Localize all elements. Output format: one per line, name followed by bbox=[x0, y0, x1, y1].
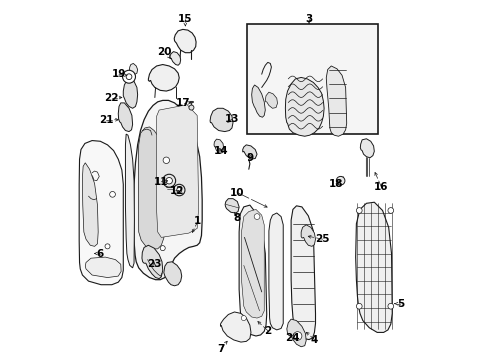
Polygon shape bbox=[268, 213, 283, 330]
Text: 23: 23 bbox=[146, 259, 161, 269]
Circle shape bbox=[254, 214, 260, 220]
Text: 15: 15 bbox=[178, 14, 192, 24]
Circle shape bbox=[241, 316, 246, 320]
Text: 7: 7 bbox=[217, 343, 224, 354]
Text: 22: 22 bbox=[104, 93, 119, 103]
Circle shape bbox=[173, 184, 184, 196]
Polygon shape bbox=[301, 225, 315, 246]
Text: 9: 9 bbox=[246, 153, 253, 163]
Polygon shape bbox=[241, 210, 264, 318]
Polygon shape bbox=[156, 105, 198, 237]
Circle shape bbox=[105, 244, 110, 249]
Polygon shape bbox=[129, 63, 137, 74]
Text: 12: 12 bbox=[169, 186, 184, 197]
Circle shape bbox=[188, 105, 194, 110]
Polygon shape bbox=[265, 92, 277, 108]
Polygon shape bbox=[239, 205, 266, 336]
Text: 5: 5 bbox=[396, 299, 403, 309]
Text: 17: 17 bbox=[176, 98, 190, 108]
Polygon shape bbox=[79, 140, 123, 285]
Text: 25: 25 bbox=[315, 234, 329, 244]
Polygon shape bbox=[123, 79, 137, 108]
Text: 3: 3 bbox=[305, 14, 312, 24]
Polygon shape bbox=[82, 163, 98, 246]
Circle shape bbox=[176, 188, 182, 193]
Text: 2: 2 bbox=[264, 325, 271, 336]
Text: 14: 14 bbox=[213, 146, 228, 156]
Text: 11: 11 bbox=[154, 177, 168, 187]
Polygon shape bbox=[142, 245, 163, 279]
Polygon shape bbox=[210, 108, 233, 132]
Text: 24: 24 bbox=[285, 333, 300, 343]
Text: 16: 16 bbox=[373, 182, 388, 192]
Polygon shape bbox=[220, 312, 250, 342]
Circle shape bbox=[387, 303, 393, 309]
Text: 4: 4 bbox=[310, 334, 318, 345]
Polygon shape bbox=[174, 30, 196, 53]
Polygon shape bbox=[286, 319, 305, 347]
Circle shape bbox=[163, 157, 169, 163]
Circle shape bbox=[109, 192, 115, 197]
Polygon shape bbox=[285, 77, 324, 136]
Text: 13: 13 bbox=[224, 114, 239, 124]
Text: 19: 19 bbox=[112, 69, 126, 79]
Circle shape bbox=[336, 176, 344, 185]
Polygon shape bbox=[214, 139, 223, 153]
Polygon shape bbox=[290, 206, 315, 339]
Text: 8: 8 bbox=[233, 213, 241, 222]
Circle shape bbox=[165, 177, 172, 184]
Circle shape bbox=[356, 303, 362, 309]
Text: 20: 20 bbox=[157, 46, 171, 57]
Text: 10: 10 bbox=[230, 188, 244, 198]
Polygon shape bbox=[163, 262, 182, 286]
Polygon shape bbox=[169, 51, 180, 65]
Polygon shape bbox=[148, 64, 179, 91]
Circle shape bbox=[160, 246, 165, 251]
Circle shape bbox=[126, 74, 132, 80]
Circle shape bbox=[356, 208, 362, 213]
Polygon shape bbox=[251, 85, 265, 117]
Text: 1: 1 bbox=[194, 216, 201, 226]
Polygon shape bbox=[224, 199, 239, 213]
Polygon shape bbox=[242, 145, 257, 159]
Text: 21: 21 bbox=[99, 115, 113, 125]
Polygon shape bbox=[85, 257, 121, 278]
Polygon shape bbox=[118, 103, 132, 132]
Circle shape bbox=[387, 208, 393, 213]
Polygon shape bbox=[125, 134, 134, 268]
Polygon shape bbox=[138, 127, 164, 249]
Text: 6: 6 bbox=[97, 248, 104, 258]
Polygon shape bbox=[360, 139, 373, 158]
Circle shape bbox=[122, 70, 135, 83]
Bar bbox=[247, 24, 378, 134]
Circle shape bbox=[293, 332, 301, 340]
Text: 18: 18 bbox=[328, 179, 343, 189]
Polygon shape bbox=[325, 66, 346, 136]
Polygon shape bbox=[133, 100, 202, 280]
Polygon shape bbox=[355, 202, 391, 332]
Circle shape bbox=[163, 174, 175, 187]
